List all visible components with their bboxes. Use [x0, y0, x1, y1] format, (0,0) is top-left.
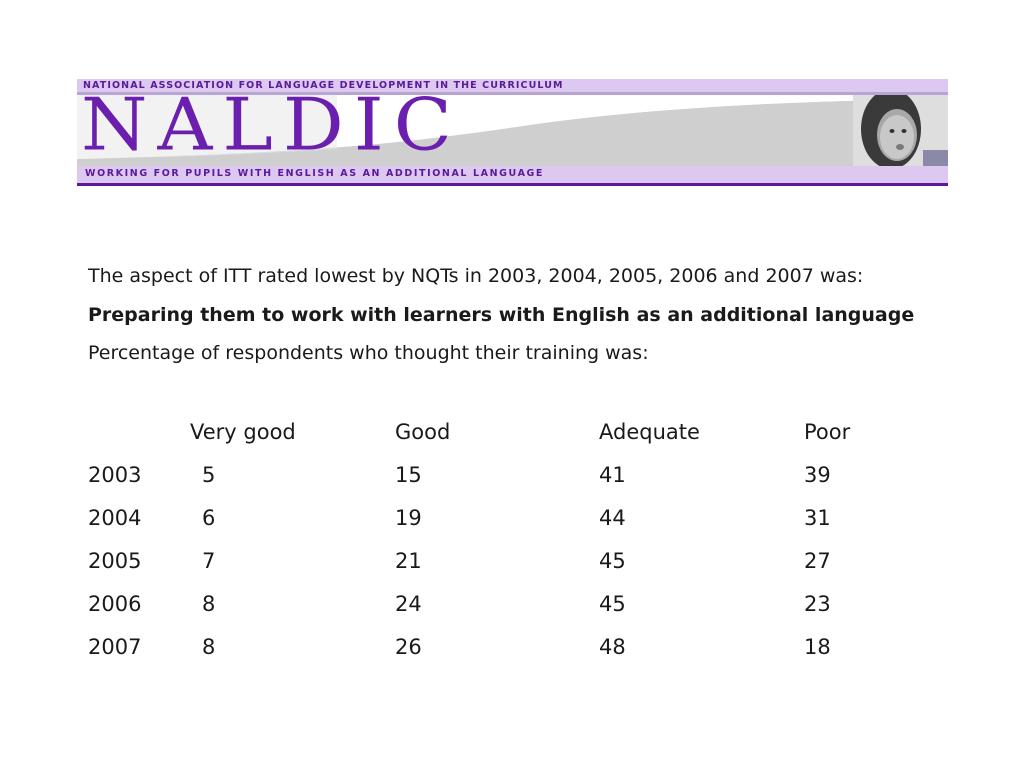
cell-good: 21 — [395, 549, 422, 573]
cell-poor: 27 — [804, 549, 831, 573]
intro-line: The aspect of ITT rated lowest by NQTs i… — [88, 265, 864, 287]
cell-good: 26 — [395, 635, 422, 659]
cell-good: 15 — [395, 463, 422, 487]
cell-adequate: 45 — [599, 549, 626, 573]
cell-good: 19 — [395, 506, 422, 530]
cell-very-good: 8 — [202, 592, 216, 616]
percentage-caption: Percentage of respondents who thought th… — [88, 342, 649, 364]
cell-very-good: 5 — [202, 463, 216, 487]
cell-poor: 39 — [804, 463, 831, 487]
cell-adequate: 45 — [599, 592, 626, 616]
header-very-good: Very good — [190, 420, 296, 444]
banner-bottom-strip — [77, 166, 948, 183]
cell-very-good: 7 — [202, 549, 216, 573]
cell-poor: 18 — [804, 635, 831, 659]
row-year: 2006 — [88, 592, 142, 616]
row-year: 2005 — [88, 549, 142, 573]
header-good: Good — [395, 420, 451, 444]
banner-top-rule — [77, 92, 948, 95]
row-year: 2004 — [88, 506, 142, 530]
header-adequate: Adequate — [599, 420, 700, 444]
cell-poor: 23 — [804, 592, 831, 616]
child-face-icon — [853, 95, 948, 166]
cell-very-good: 6 — [202, 506, 216, 530]
cell-adequate: 48 — [599, 635, 626, 659]
naldic-logo: NALDIC — [81, 82, 462, 167]
banner-swoosh-graphic — [77, 95, 948, 166]
banner-tagline-bottom: WORKING FOR PUPILS WITH ENGLISH AS AN AD… — [85, 168, 545, 179]
banner-tagline-top: NATIONAL ASSOCIATION FOR LANGUAGE DEVELO… — [83, 80, 564, 91]
lowest-rated-aspect: Preparing them to work with learners wit… — [88, 304, 915, 326]
child-photo — [853, 95, 948, 166]
row-year: 2007 — [88, 635, 142, 659]
cell-adequate: 41 — [599, 463, 626, 487]
row-year: 2003 — [88, 463, 142, 487]
cell-poor: 31 — [804, 506, 831, 530]
header-poor: Poor — [804, 420, 851, 444]
cell-good: 24 — [395, 592, 422, 616]
cell-adequate: 44 — [599, 506, 626, 530]
cell-very-good: 8 — [202, 635, 216, 659]
naldic-banner: NATIONAL ASSOCIATION FOR LANGUAGE DEVELO… — [77, 79, 948, 186]
